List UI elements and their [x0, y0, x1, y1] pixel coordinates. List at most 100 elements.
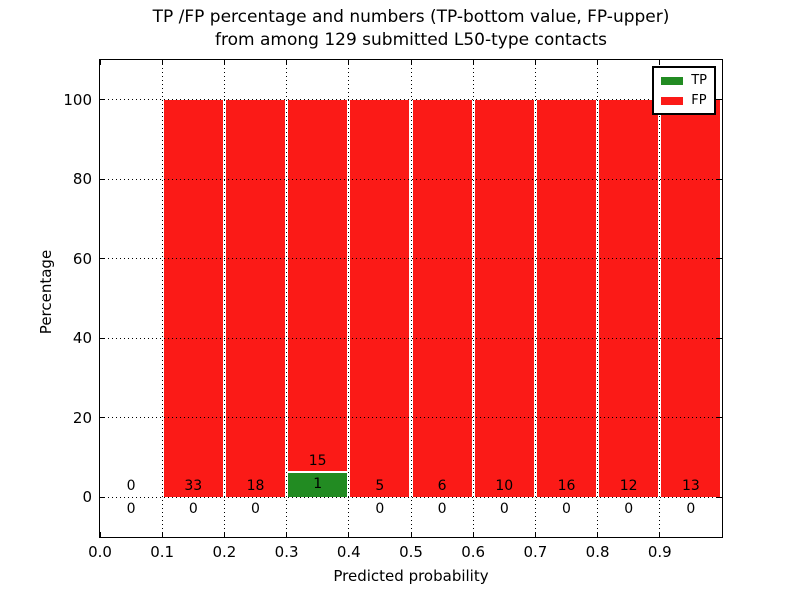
x-tick-label: 0.5: [399, 543, 423, 561]
fp-count-label: 5: [375, 478, 385, 495]
x-tick-label: 0.2: [212, 543, 237, 561]
x-tick-mark-top: [348, 60, 350, 65]
tp-count-label: 0: [562, 501, 571, 518]
fp-count-label: 15: [308, 453, 327, 470]
y-tick-mark-right: [717, 258, 722, 260]
fp-bar: [661, 99, 721, 498]
y-tick-mark-left: [100, 99, 105, 101]
legend-label-fp: FP: [691, 93, 707, 108]
fp-count-label: 0: [126, 478, 136, 495]
x-tick-mark-bottom: [348, 532, 350, 537]
fp-bar: [599, 99, 659, 498]
fp-count-label: 6: [437, 478, 447, 495]
x-tick-label: 0.8: [585, 543, 610, 561]
y-tick-label: 60: [72, 249, 92, 268]
y-tick-mark-right: [717, 99, 722, 101]
x-tick-mark-bottom: [223, 532, 225, 537]
fp-bar: [288, 99, 348, 472]
tp-color-swatch: [661, 76, 684, 85]
x-tick-label: 0.9: [647, 543, 672, 561]
y-tick-label: 0: [82, 488, 92, 507]
x-tick-mark-bottom: [472, 532, 474, 537]
x-gridline: [534, 60, 536, 537]
x-gridline: [472, 60, 474, 537]
x-tick-mark-top: [286, 60, 288, 65]
x-gridline: [161, 60, 163, 537]
fp-bar: [225, 99, 286, 498]
fp-bar: [412, 99, 472, 498]
x-gridline: [659, 60, 661, 537]
x-tick-mark-bottom: [597, 532, 599, 537]
y-tick-mark-left: [100, 417, 105, 419]
legend-label-tp: TP: [691, 73, 707, 88]
chart-title: TP /FP percentage and numbers (TP-bottom…: [100, 6, 722, 52]
fp-color-swatch: [661, 96, 684, 105]
fp-count-label: 13: [681, 478, 700, 495]
fp-bar: [163, 99, 223, 498]
x-tick-mark-top: [410, 60, 412, 65]
tp-count-label: 0: [126, 501, 136, 518]
x-gridline: [286, 60, 288, 537]
x-tick-label: 0.3: [274, 543, 299, 561]
x-tick-mark-bottom: [99, 532, 101, 537]
fp-count-label: 33: [184, 478, 203, 495]
legend-entry-fp: FP: [661, 94, 707, 107]
x-gridline: [348, 60, 350, 537]
tp-count-label: 0: [375, 501, 385, 518]
tp-count-label: 0: [686, 501, 696, 518]
tp-bar: [288, 473, 348, 498]
fp-count-label: 18: [246, 478, 265, 495]
fp-count-label: 12: [619, 478, 638, 495]
x-tick-mark-top: [597, 60, 599, 65]
legend: TP FP: [652, 66, 716, 115]
fp-bar: [474, 99, 534, 498]
x-tick-label: 0.6: [461, 543, 486, 561]
tp-count-label: 0: [624, 501, 634, 518]
y-tick-mark-left: [100, 496, 105, 498]
x-tick-mark-bottom: [161, 532, 163, 537]
y-tick-mark-left: [100, 258, 105, 260]
x-tick-mark-bottom: [659, 532, 661, 537]
x-gridline: [223, 60, 225, 537]
tp-count-label: 0: [437, 501, 447, 518]
y-tick-mark-right: [717, 496, 722, 498]
tp-count-label: 0: [251, 501, 260, 518]
x-axis-label: Predicted probability: [333, 567, 489, 585]
x-tick-label: 0.4: [336, 543, 361, 561]
x-tick-mark-bottom: [534, 532, 536, 537]
chart-title-line2: from among 129 submitted L50-type contac…: [215, 30, 607, 50]
y-tick-mark-right: [717, 417, 722, 419]
x-gridline: [597, 60, 599, 537]
fp-bar: [536, 99, 597, 498]
tp-count-label: 0: [499, 501, 509, 518]
x-tick-label: 0.0: [88, 543, 112, 561]
y-tick-mark-right: [717, 337, 722, 339]
x-tick-label: 0.1: [150, 543, 175, 561]
plot-area: TP FP 0 0 33 0 18 0 15 1 5 0 6 0 10 0 16 0 12 0 13 0: [99, 59, 723, 538]
y-tick-mark-left: [100, 337, 105, 339]
x-tick-label: 0.7: [523, 543, 548, 561]
y-tick-label: 20: [72, 408, 92, 427]
x-tick-mark-top: [223, 60, 225, 65]
x-tick-mark-bottom: [286, 532, 288, 537]
fp-count-label: 16: [557, 478, 576, 495]
x-tick-mark-top: [472, 60, 474, 65]
y-tick-label: 80: [72, 170, 92, 189]
fp-bar: [350, 99, 410, 498]
x-tick-mark-top: [659, 60, 661, 65]
x-tick-mark-top: [534, 60, 536, 65]
fp-count-label: 10: [495, 478, 514, 495]
y-tick-mark-right: [717, 178, 722, 180]
chart-title-line1: TP /FP percentage and numbers (TP-bottom…: [152, 7, 670, 27]
y-tick-label: 100: [63, 90, 92, 109]
x-tick-mark-top: [99, 60, 101, 65]
x-tick-mark-bottom: [410, 532, 412, 537]
tp-count-label: 1: [313, 476, 323, 493]
y-tick-mark-left: [100, 178, 105, 180]
x-tick-mark-top: [161, 60, 163, 65]
legend-entry-tp: TP: [661, 74, 707, 87]
tp-count-label: 0: [188, 501, 198, 518]
y-tick-label: 40: [72, 329, 92, 348]
x-gridline: [410, 60, 412, 537]
